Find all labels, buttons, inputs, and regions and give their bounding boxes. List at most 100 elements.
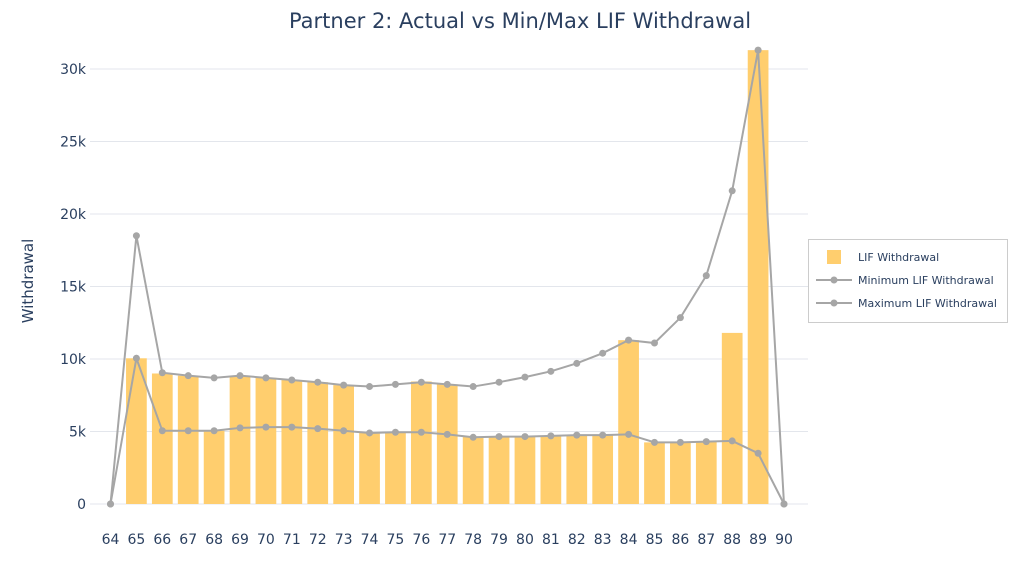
max-point-x79 [495, 378, 503, 386]
min-point-x75 [391, 428, 399, 436]
min-point-x66 [158, 427, 166, 435]
bar-x88 [721, 332, 743, 504]
x-tick-label: 81 [542, 532, 560, 548]
x-tick-labels: 64 65 66 67 68 69 70 71 72 73 74 75 76 77 78 79 80 81 82 83… [102, 532, 793, 548]
legend-label: Maximum LIF Withdrawal [858, 297, 997, 310]
bar-x82 [566, 435, 588, 504]
max-point-x77 [443, 380, 451, 388]
y-tick-label: 15k [60, 280, 87, 296]
max-point-x66 [158, 369, 166, 377]
min-point-x77 [443, 430, 451, 438]
x-tick-label: 79 [490, 532, 508, 548]
x-tick-label: 78 [464, 532, 482, 548]
min-point-x67 [184, 427, 192, 435]
min-point-x65 [132, 354, 140, 362]
y-tick-label: 0 [77, 497, 86, 513]
max-point-x80 [521, 373, 529, 381]
min-point-x87 [702, 438, 710, 446]
bar-x65 [126, 358, 147, 504]
min-point-x89 [754, 449, 762, 457]
bar-x83 [592, 434, 614, 504]
min-point-x69 [236, 424, 244, 432]
min-point-x68 [210, 427, 218, 435]
max-point-x71 [288, 376, 296, 384]
legend: LIF Withdrawal Minimum LIF Withdrawal Maxi… [808, 239, 1008, 323]
bar-x79 [488, 436, 510, 504]
bar-x71 [281, 380, 303, 504]
x-tick-label: 84 [620, 532, 638, 548]
chart-title: Partner 2: Actual vs Min/Max LIF Withdra… [289, 9, 751, 33]
bar-x86 [670, 442, 691, 504]
lines [107, 46, 788, 508]
x-tick-label: 68 [205, 532, 223, 548]
min-point-x88 [728, 437, 736, 445]
x-tick-label: 70 [257, 532, 275, 548]
bar-x72 [307, 382, 329, 504]
max-point-x78 [469, 383, 477, 391]
y-tick-label: 20k [60, 207, 87, 223]
y-axis-label: Withdrawal [19, 239, 37, 324]
x-tick-label: 76 [412, 532, 430, 548]
min-point-x82 [573, 431, 581, 439]
min-point-x84 [625, 430, 633, 438]
x-tick-label: 67 [179, 532, 197, 548]
bars [126, 50, 769, 505]
legend-swatch-marker [830, 299, 838, 307]
x-tick-label: 80 [516, 532, 534, 548]
legend-swatch-marker [830, 276, 838, 284]
bar-x67 [177, 375, 199, 504]
max-point-x86 [676, 314, 684, 322]
min-point-x78 [469, 433, 477, 441]
bar-x76 [410, 381, 432, 504]
min-point-x79 [495, 433, 503, 441]
max-point-x74 [366, 383, 374, 391]
legend-swatch-bar [827, 250, 841, 264]
y-tick-label: 10k [60, 352, 87, 368]
bar-x84 [618, 340, 639, 504]
bar-x66 [151, 373, 173, 504]
max-point-x64 [107, 500, 114, 508]
y-tick-label: 25k [60, 135, 87, 151]
x-tick-label: 74 [361, 532, 379, 548]
max-point-x65 [132, 232, 140, 240]
min-point-x86 [676, 438, 684, 446]
bar-x68 [203, 430, 225, 504]
max-point-x90 [780, 500, 788, 508]
max-point-x73 [340, 381, 348, 389]
max-point-x69 [236, 372, 244, 380]
bar-x81 [540, 435, 562, 504]
x-tick-label: 90 [775, 532, 793, 548]
max-point-x70 [262, 374, 270, 382]
max-point-x75 [391, 380, 399, 388]
bar-x85 [644, 442, 665, 504]
min-point-x74 [366, 429, 374, 437]
min-point-x80 [521, 433, 529, 441]
x-tick-label: 87 [697, 532, 715, 548]
min-point-x85 [650, 438, 658, 446]
bar-x89 [747, 50, 769, 505]
x-tick-label: 83 [594, 532, 612, 548]
min-point-x70 [262, 423, 270, 431]
max-point-x88 [728, 187, 736, 195]
x-tick-label: 64 [102, 532, 120, 548]
bar-x75 [385, 432, 406, 504]
max-point-x72 [314, 378, 322, 386]
max-point-x68 [210, 374, 218, 382]
bar-x78 [462, 436, 484, 504]
max-point-x84 [625, 336, 633, 344]
min-point-x81 [547, 432, 555, 440]
x-tick-label: 73 [335, 532, 353, 548]
min-point-x76 [417, 428, 425, 436]
max-point-x83 [599, 349, 607, 357]
x-tick-label: 86 [671, 532, 689, 548]
x-tick-label: 72 [309, 532, 327, 548]
y-tick-label: 5k [69, 425, 87, 441]
max-point-x82 [573, 359, 581, 367]
x-tick-label: 66 [153, 532, 171, 548]
bar-x69 [229, 375, 251, 504]
min-point-x72 [314, 425, 322, 433]
bar-x73 [333, 385, 354, 504]
y-tick-label: 30k [60, 62, 87, 78]
max-point-x81 [547, 367, 555, 375]
